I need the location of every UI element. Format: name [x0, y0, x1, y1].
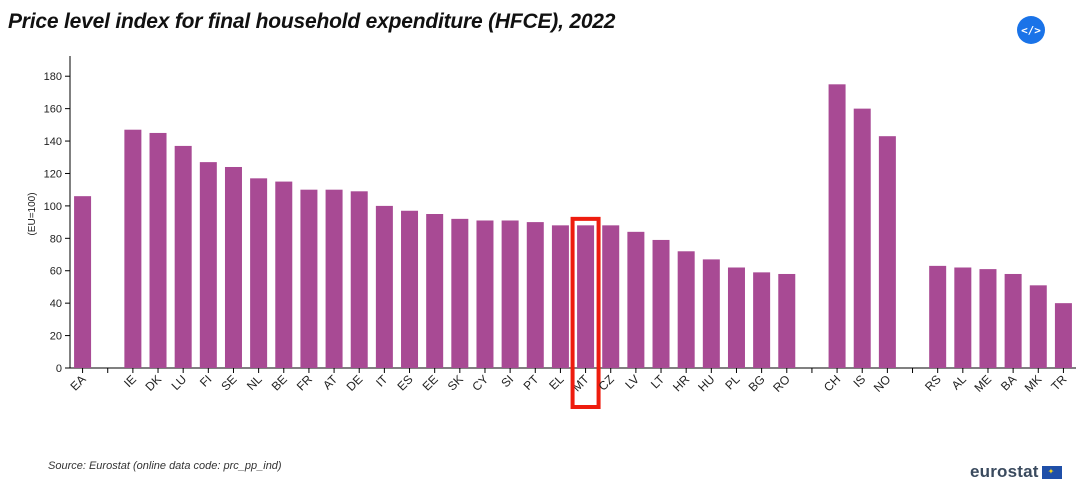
bar-tr: [1054, 303, 1072, 368]
bar-fr: [300, 189, 318, 368]
bar-ee: [426, 214, 444, 368]
x-tick-label: FI: [197, 372, 214, 389]
y-tick-label: 120: [44, 168, 62, 180]
bar-at: [325, 189, 343, 368]
y-tick-label: 100: [44, 201, 62, 213]
x-tick-label: BA: [998, 372, 1019, 393]
embed-code-button[interactable]: </>: [1017, 16, 1045, 44]
bar-ie: [124, 129, 142, 368]
bar-fi: [199, 162, 217, 368]
x-tick-label: AL: [949, 372, 970, 393]
x-tick-label: SE: [218, 372, 239, 393]
bar-de: [350, 191, 368, 368]
bar-mt: [577, 225, 595, 368]
logo-text: eurostat: [970, 462, 1039, 481]
y-tick-label: 140: [44, 136, 62, 148]
bar-ch: [828, 84, 846, 368]
bar-hr: [677, 251, 695, 368]
x-tick-label: EA: [67, 372, 88, 393]
x-tick-label: PL: [722, 372, 743, 393]
x-tick-label: CH: [821, 372, 843, 394]
bar-it: [375, 205, 393, 368]
bar-ea: [74, 196, 92, 368]
x-tick-label: SI: [498, 372, 516, 390]
x-tick-label: HU: [695, 372, 717, 394]
bar-pl: [727, 267, 745, 368]
y-tick-label: 80: [50, 233, 62, 245]
highlight-box: [570, 216, 601, 409]
bar-si: [501, 220, 519, 368]
bar-hu: [702, 259, 720, 368]
bar-nl: [250, 178, 268, 368]
x-tick-label: MK: [1022, 372, 1045, 395]
x-tick-label: LT: [648, 372, 668, 392]
bar-lt: [652, 239, 670, 368]
bar-dk: [149, 132, 167, 368]
x-tick-label: IE: [121, 372, 139, 390]
bar-es: [401, 210, 419, 368]
x-tick-label: RS: [922, 372, 944, 394]
bar-pt: [526, 222, 544, 368]
bar-lv: [627, 231, 645, 368]
bar-is: [853, 108, 871, 368]
y-tick-label: 0: [56, 363, 62, 375]
x-tick-label: RO: [770, 372, 793, 395]
x-tick-label: IT: [373, 372, 391, 390]
bar-cz: [602, 225, 620, 368]
bar-bg: [753, 272, 771, 368]
x-tick-label: AT: [320, 372, 341, 393]
y-tick-label: 180: [44, 71, 62, 83]
x-tick-label: PT: [521, 372, 542, 393]
x-tick-label: NL: [244, 372, 265, 393]
x-tick-label: BE: [269, 372, 290, 393]
eurostat-logo[interactable]: eurostat: [970, 462, 1062, 482]
x-tick-label: LV: [622, 372, 642, 392]
bar-chart: 0 20 40 60 80 100 120 140 160 180 (EU=100) EA IE DK LU…: [27, 56, 1076, 409]
x-tick-label: LU: [169, 372, 190, 393]
y-tick-label: 60: [50, 266, 62, 278]
x-tick-label: TR: [1048, 372, 1069, 393]
y-tick-label: 160: [44, 104, 62, 116]
source-note: Source: Eurostat (online data code: prc_…: [48, 460, 282, 472]
bar-ba: [1004, 273, 1022, 368]
eu-flag-icon: [1041, 465, 1062, 479]
x-tick-label: ME: [971, 372, 994, 395]
x-tick-label: NO: [871, 372, 894, 395]
x-tick-label: ES: [394, 372, 415, 393]
bar-me: [979, 269, 997, 368]
bar-mk: [1029, 285, 1047, 368]
x-tick-label: EE: [420, 372, 441, 393]
x-tick-label: BG: [746, 372, 768, 394]
x-tick-label: FR: [294, 372, 315, 393]
bar-sk: [451, 218, 469, 368]
bar-lu: [174, 145, 192, 368]
bar-cy: [476, 220, 494, 368]
bar-be: [275, 181, 293, 368]
y-tick-label: 40: [50, 298, 62, 310]
page-title: Price level index for final household ex…: [8, 10, 616, 33]
bar-se: [224, 166, 242, 368]
y-tick-label: 20: [50, 331, 62, 343]
bar-ro: [778, 273, 796, 368]
x-tick-label: EL: [546, 372, 567, 393]
x-tick-label: DK: [142, 372, 164, 394]
x-tick-label: CY: [469, 372, 491, 394]
bar-el: [551, 225, 569, 368]
bar-rs: [929, 265, 947, 368]
x-tick-label: SK: [445, 372, 466, 393]
bar-no: [878, 136, 896, 368]
y-axis-label: (EU=100): [27, 192, 38, 235]
x-tick-label: IS: [850, 372, 868, 390]
x-tick-label: HR: [670, 372, 692, 394]
bar-al: [954, 267, 972, 368]
x-tick-label: DE: [344, 372, 366, 394]
